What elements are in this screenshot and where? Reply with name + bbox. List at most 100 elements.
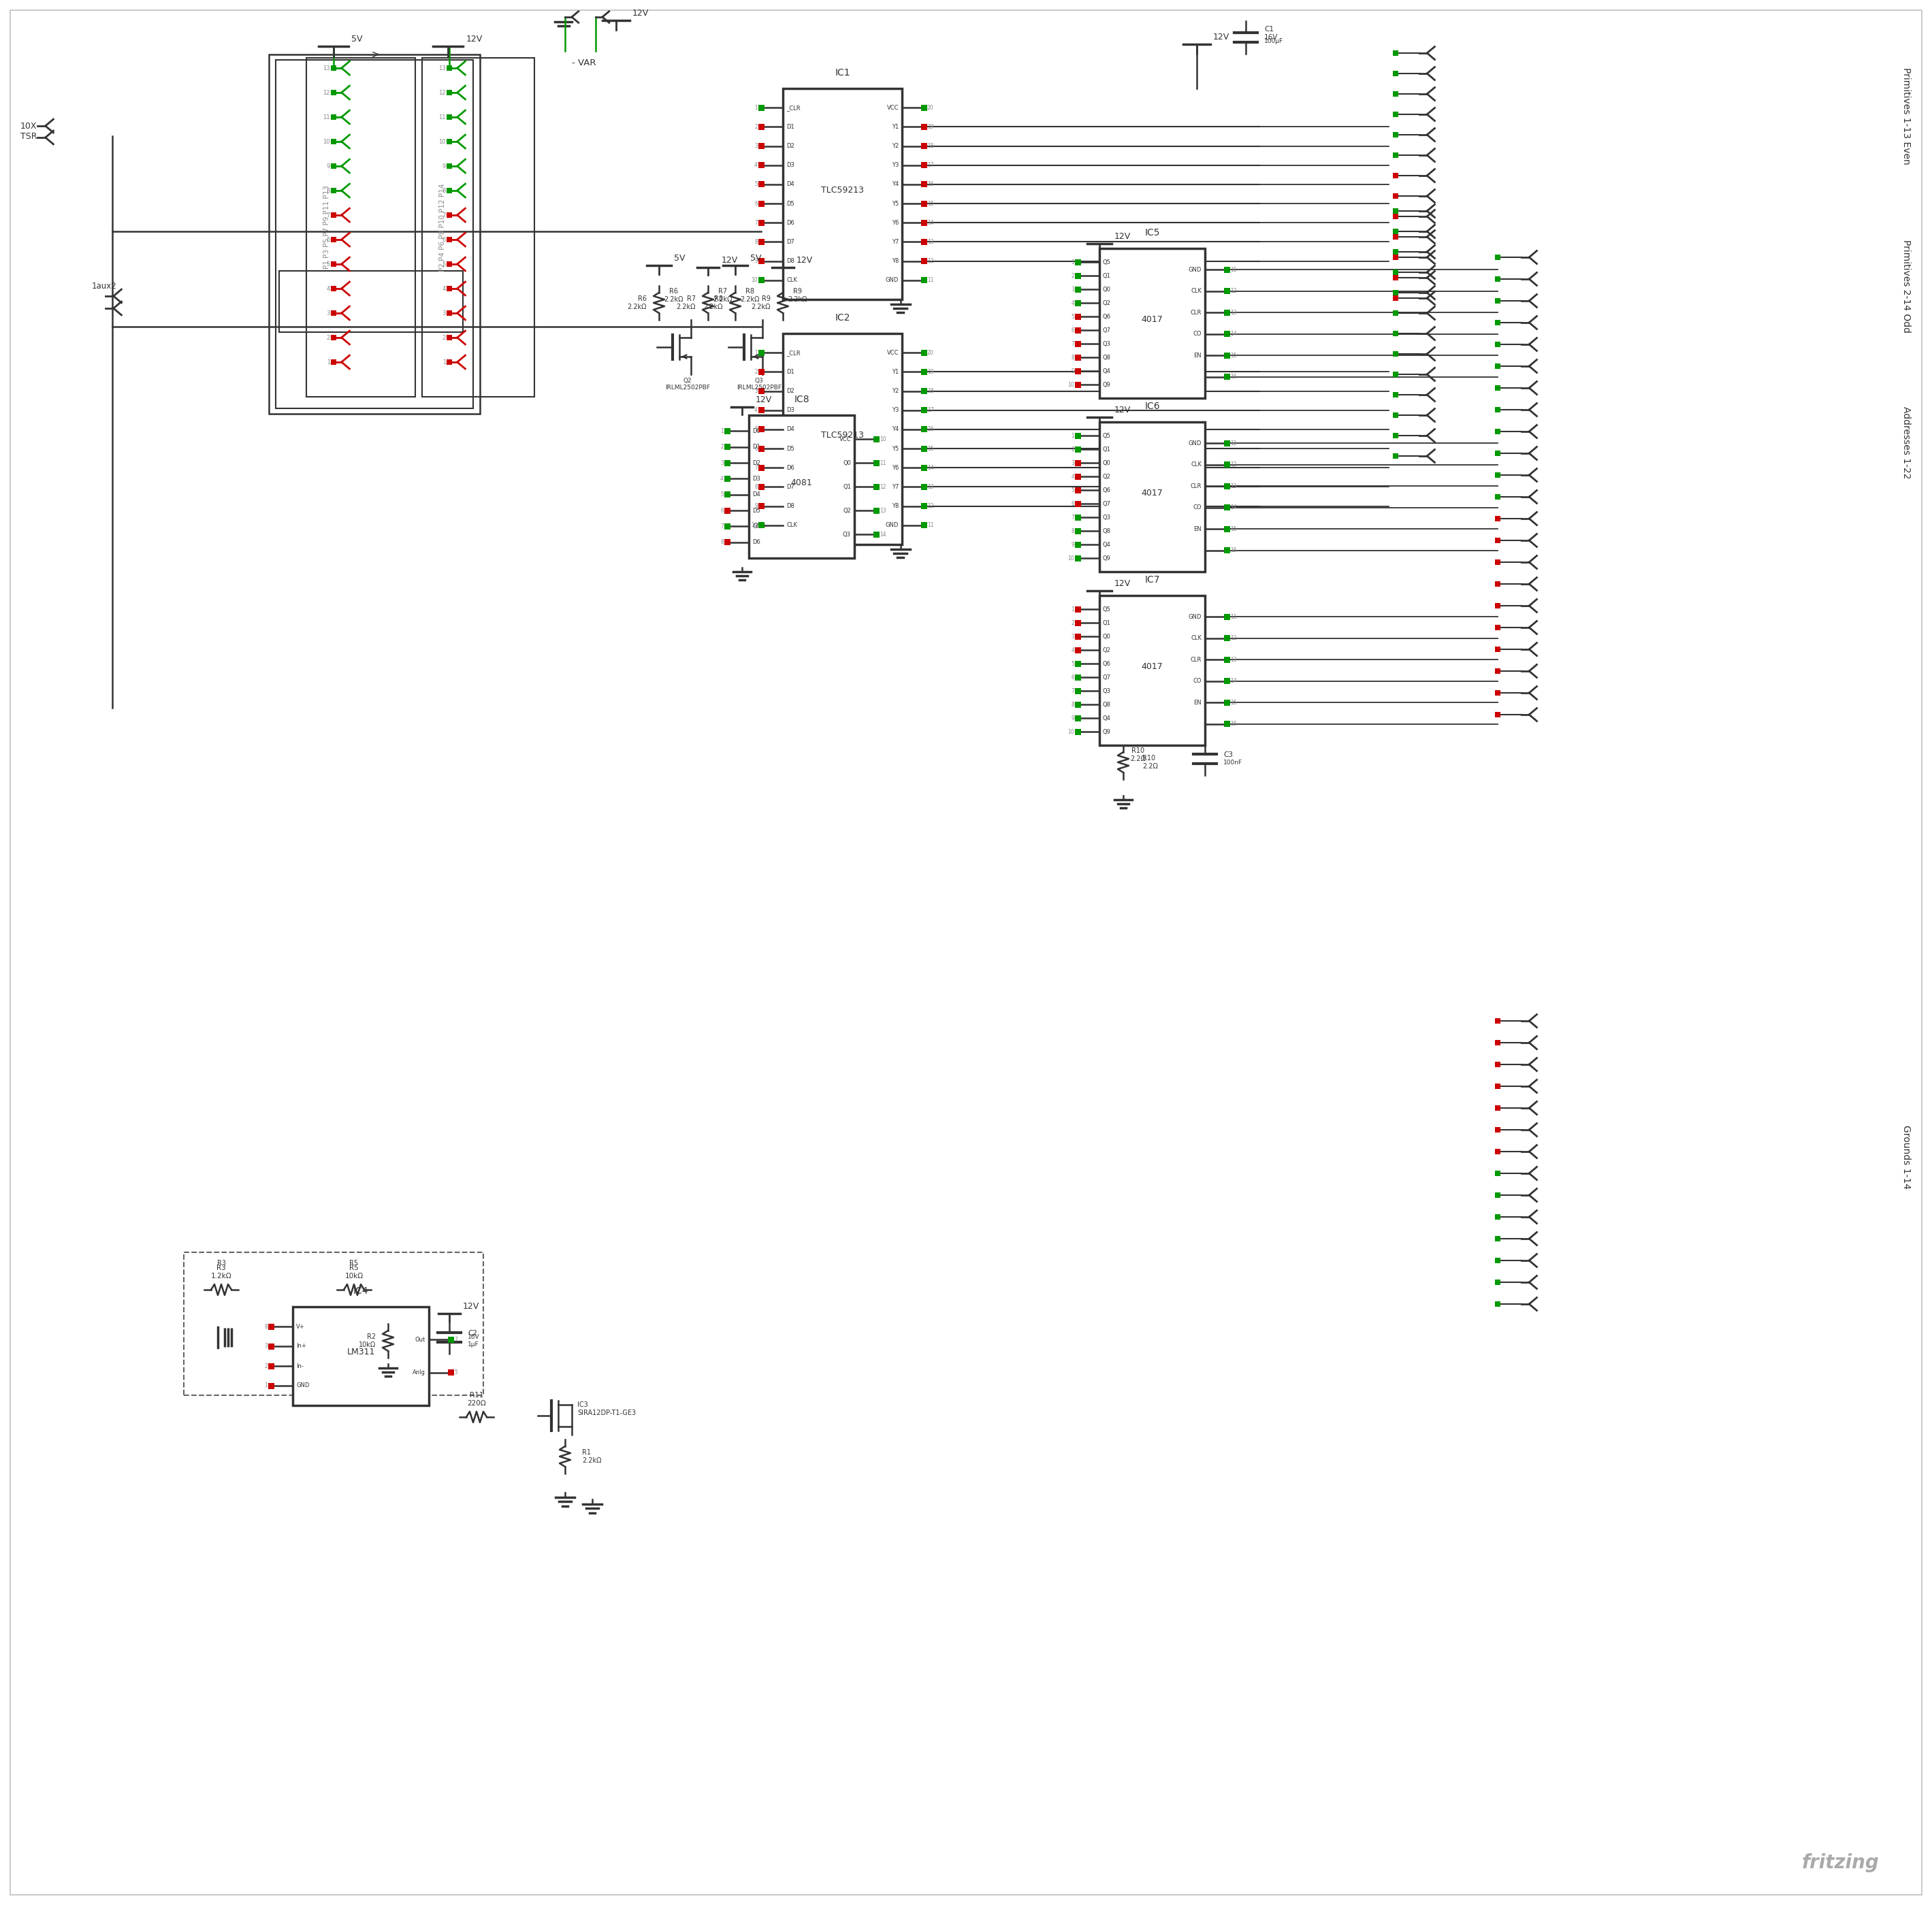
Text: _CLR: _CLR [786, 105, 800, 110]
Text: 9: 9 [1070, 368, 1074, 373]
Bar [1495, 646, 1501, 652]
Text: 2: 2 [755, 124, 757, 130]
Bar [757, 200, 765, 206]
Text: Y3: Y3 [891, 408, 898, 413]
Text: D2: D2 [786, 143, 794, 149]
Bar [1393, 392, 1399, 398]
Bar [1393, 311, 1399, 316]
Text: 10: 10 [752, 522, 757, 528]
Bar [1495, 297, 1501, 303]
Text: 12V: 12V [796, 255, 813, 265]
Text: Y5: Y5 [893, 446, 898, 451]
Bar [1223, 288, 1231, 293]
Text: 12: 12 [323, 90, 330, 95]
Bar [750, 415, 854, 558]
Text: Q2: Q2 [1103, 648, 1111, 653]
Bar [873, 436, 879, 442]
Text: 1: 1 [1070, 432, 1074, 438]
Bar [1393, 173, 1399, 179]
Text: Q4: Q4 [1103, 368, 1111, 373]
Bar [446, 360, 452, 364]
Bar [922, 181, 927, 187]
Text: 4081: 4081 [790, 478, 811, 488]
Bar [1495, 364, 1501, 370]
Text: 100nF: 100nF [1223, 760, 1242, 766]
Text: D1: D1 [786, 124, 794, 130]
Bar [1223, 678, 1231, 684]
Text: 12: 12 [879, 484, 887, 490]
Text: Q7: Q7 [1103, 674, 1111, 680]
Bar [446, 286, 452, 291]
Text: Grounds 1-14: Grounds 1-14 [1901, 1126, 1911, 1189]
Text: D4: D4 [752, 491, 759, 497]
Bar [1074, 432, 1080, 438]
Bar [1393, 152, 1399, 158]
Text: Q2
IRLML2502PBF: Q2 IRLML2502PBF [665, 377, 711, 391]
Bar [446, 211, 452, 217]
Bar [1393, 131, 1399, 137]
Text: 20: 20 [927, 351, 933, 356]
Text: VCC: VCC [838, 436, 850, 442]
Text: 8: 8 [721, 539, 724, 545]
Text: 8: 8 [755, 484, 757, 490]
Text: 14: 14 [1231, 505, 1236, 511]
Text: 8: 8 [1070, 701, 1074, 707]
Text: VCC: VCC [887, 105, 898, 110]
Text: 1aux2: 1aux2 [93, 282, 118, 290]
Text: 14: 14 [1231, 678, 1236, 684]
Text: 16V
1µF: 16V 1µF [468, 1334, 479, 1347]
Bar [1393, 295, 1399, 301]
Text: 11: 11 [439, 114, 446, 120]
Text: Y4: Y4 [893, 427, 898, 432]
Bar [1074, 648, 1080, 653]
Bar [1495, 690, 1501, 695]
Text: 12V: 12V [1115, 232, 1130, 240]
Bar [1223, 613, 1231, 619]
Bar [1099, 248, 1206, 398]
Bar [873, 531, 879, 537]
Bar [757, 257, 765, 265]
Text: Primitives 2-14 Odd: Primitives 2-14 Odd [1901, 240, 1911, 333]
Text: 2: 2 [1070, 272, 1074, 278]
Bar [724, 524, 730, 530]
Bar [1495, 493, 1501, 499]
Text: 12: 12 [439, 90, 446, 95]
Text: 4: 4 [1070, 648, 1074, 653]
Bar [1495, 1280, 1501, 1286]
Text: 8: 8 [442, 187, 446, 194]
Text: 16: 16 [927, 427, 933, 432]
Text: TLC59213: TLC59213 [821, 185, 864, 194]
Text: 2: 2 [1070, 446, 1074, 451]
Text: 4: 4 [327, 286, 330, 291]
Bar [446, 236, 452, 242]
Bar [446, 65, 452, 70]
Text: GND: GND [1188, 267, 1202, 272]
Text: Q0: Q0 [1103, 286, 1111, 291]
Bar [1495, 516, 1501, 522]
Text: 2: 2 [1070, 619, 1074, 627]
Text: 8: 8 [327, 187, 330, 194]
Text: TSR: TSR [21, 131, 37, 141]
Text: 12: 12 [1231, 288, 1236, 293]
Bar [922, 124, 927, 130]
Text: Q4: Q4 [1103, 714, 1111, 722]
Bar [1074, 299, 1080, 307]
Text: 13: 13 [439, 65, 446, 70]
Text: 7: 7 [454, 1337, 458, 1343]
Text: 10: 10 [1068, 554, 1074, 562]
Bar [1495, 341, 1501, 347]
Text: fritzing: fritzing [1801, 1854, 1880, 1873]
Bar [1074, 688, 1080, 693]
Text: Y8: Y8 [891, 257, 898, 265]
Text: 19: 19 [927, 370, 933, 375]
Bar [269, 1383, 274, 1389]
Text: Primitives 1-13 Even: Primitives 1-13 Even [1901, 67, 1911, 164]
Text: Q2: Q2 [842, 507, 850, 514]
Bar [922, 238, 927, 246]
Text: D7: D7 [786, 484, 794, 490]
Text: 5: 5 [753, 181, 757, 187]
Text: 5: 5 [1070, 488, 1074, 493]
Bar [873, 507, 879, 514]
Text: 1: 1 [265, 1383, 267, 1389]
Text: 13: 13 [1231, 484, 1236, 490]
